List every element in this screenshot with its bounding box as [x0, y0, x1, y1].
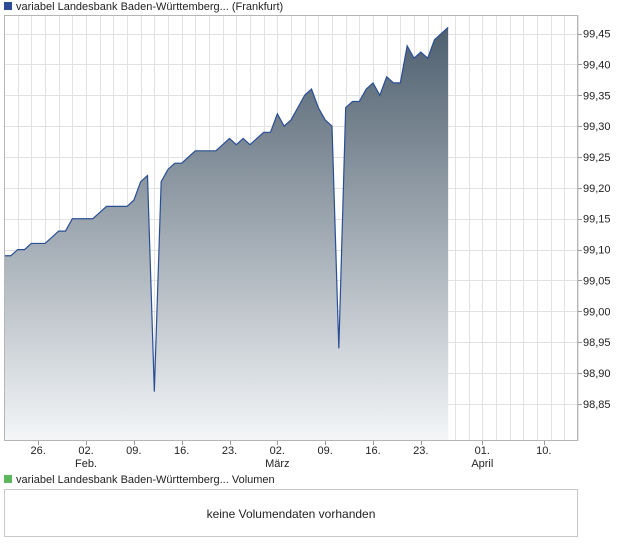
x-tick-label: 09.	[126, 445, 141, 457]
price-legend-label: variabel Landesbank Baden-Württemberg...…	[16, 1, 284, 13]
price-area	[4, 27, 449, 441]
price-line	[4, 26, 449, 392]
volume-legend: variabel Landesbank Baden-Württemberg...…	[4, 473, 275, 487]
y-axis: 98,85 98,90 98,95 99,00 99,05 99,10 99,15 99,20…	[578, 29, 611, 411]
y-tick-label: 99,10	[583, 245, 611, 257]
x-tick-label: 16.	[174, 445, 189, 457]
y-tick-label: 99,15	[583, 214, 611, 226]
volume-panel: keine Volumendaten vorhanden	[4, 489, 578, 537]
x-tick-label: 02.	[270, 445, 285, 457]
x-tick-label: 09.	[318, 445, 333, 457]
price-legend: variabel Landesbank Baden-Württemberg...…	[4, 0, 283, 14]
volume-empty-message: keine Volumendaten vorhanden	[206, 507, 376, 521]
x-tick-label: 26.	[31, 445, 46, 457]
x-month-label: März	[265, 458, 289, 470]
y-tick-label: 99,40	[583, 59, 611, 71]
x-tick-label: 23.	[413, 445, 428, 457]
y-tick-label: 99,45	[583, 29, 611, 41]
x-tick-label: 01.	[475, 445, 490, 457]
y-tick-label: 98,90	[583, 368, 611, 380]
x-tick-label: 23.	[222, 445, 237, 457]
price-legend-swatch	[4, 2, 12, 11]
y-tick-label: 98,85	[583, 399, 611, 411]
y-tick-label: 99,25	[583, 152, 611, 164]
x-tick-label: 16.	[365, 445, 380, 457]
y-tick-label: 99,05	[583, 275, 611, 287]
price-chart: 98,85 98,90 98,95 99,00 99,05 99,10 99,15 99,20…	[4, 15, 611, 470]
y-tick-label: 99,30	[583, 121, 611, 133]
x-month-label: April	[471, 458, 493, 470]
volume-legend-label: variabel Landesbank Baden-Württemberg...…	[16, 474, 275, 486]
x-month-label: Feb.	[75, 458, 97, 470]
y-tick-label: 99,00	[583, 306, 611, 318]
y-tick-label: 99,20	[583, 183, 611, 195]
plot-frame	[4, 15, 578, 441]
volume-legend-swatch	[4, 475, 12, 484]
y-tick-label: 99,35	[583, 90, 611, 102]
x-tick-label: 02.	[78, 445, 93, 457]
x-tick-label: 10.	[536, 445, 551, 457]
y-tick-label: 98,95	[583, 337, 611, 349]
